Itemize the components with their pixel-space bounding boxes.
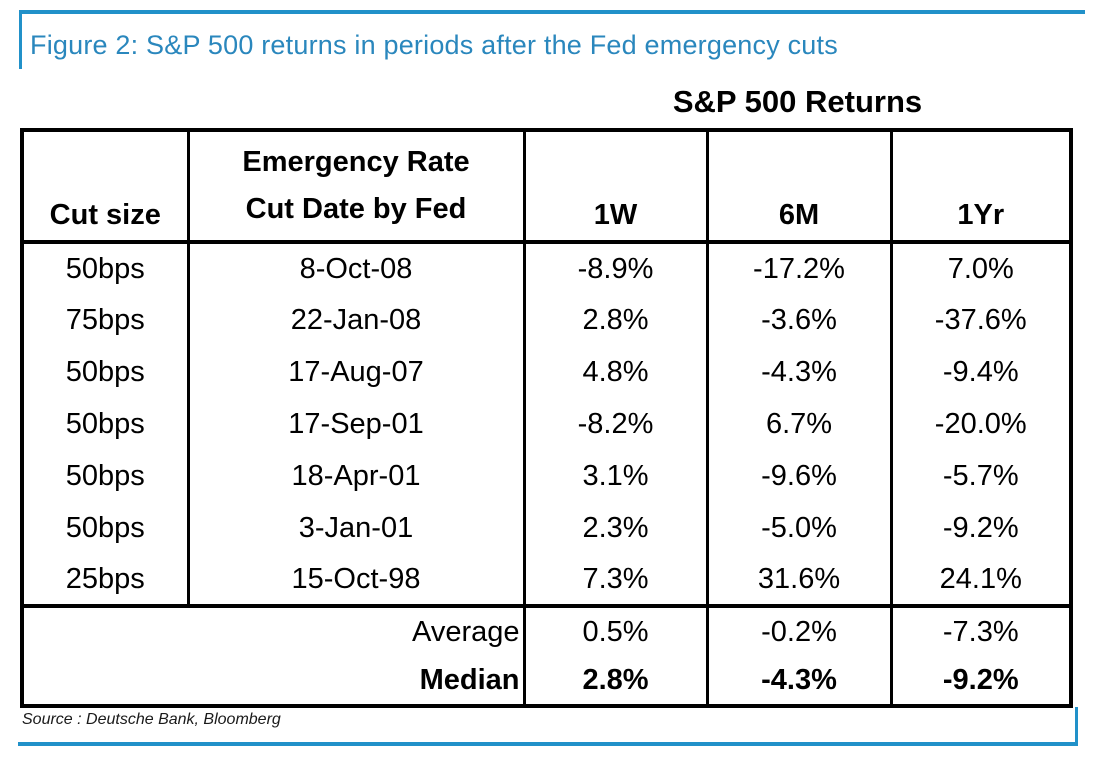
median-6m-cell: -4.3% — [705, 656, 893, 706]
average-1w-cell: 0.5% — [522, 604, 709, 656]
cut-size-cell: 75bps — [20, 294, 190, 346]
cut-date-cell: 17-Sep-01 — [186, 398, 526, 450]
return-1yr-cell: -9.2% — [889, 502, 1073, 554]
return-1w-cell: -8.9% — [522, 242, 709, 294]
header-row: Cut size Emergency Rate Cut Date by Fed … — [20, 130, 1073, 244]
cut-size-cell: 50bps — [20, 502, 190, 554]
col-header-cut-date-line1: Emergency Rate — [242, 146, 470, 179]
return-1w-cell: -8.2% — [522, 398, 709, 450]
cut-date-cell: 15-Oct-98 — [186, 554, 526, 606]
table-header: Cut size Emergency Rate Cut Date by Fed … — [20, 130, 1073, 244]
table-row: 50bps 17-Aug-07 4.8% -4.3% -9.4% — [20, 346, 1073, 398]
table-row: 50bps 17-Sep-01 -8.2% 6.7% -20.0% — [20, 398, 1073, 450]
median-1yr-cell: -9.2% — [889, 656, 1073, 706]
cut-size-cell: 50bps — [20, 346, 190, 398]
cut-size-cell: 50bps — [20, 450, 190, 502]
cut-date-cell: 18-Apr-01 — [186, 450, 526, 502]
average-label-cell: Average — [22, 604, 526, 656]
return-1yr-cell: 7.0% — [889, 242, 1073, 294]
bottom-right-rule-line — [1075, 707, 1078, 746]
cut-date-cell: 3-Jan-01 — [186, 502, 526, 554]
average-6m-cell: -0.2% — [705, 604, 893, 656]
table-body: 50bps 8-Oct-08 -8.9% -17.2% 7.0% 75bps 2… — [20, 242, 1073, 706]
title-left-rule-line — [19, 10, 22, 69]
table-row: 25bps 15-Oct-98 7.3% 31.6% 24.1% — [20, 554, 1073, 606]
table-row: 50bps 18-Apr-01 3.1% -9.6% -5.7% — [20, 450, 1073, 502]
return-1yr-cell: 24.1% — [889, 554, 1073, 606]
return-6m-cell: -5.0% — [705, 502, 893, 554]
col-header-cut-date-line2: Cut Date by Fed — [245, 192, 467, 225]
median-row: Median 2.8% -4.3% -9.2% — [22, 656, 1073, 706]
average-1yr-cell: -7.3% — [889, 604, 1073, 656]
return-1w-cell: 3.1% — [522, 450, 709, 502]
cut-date-cell: 17-Aug-07 — [186, 346, 526, 398]
return-1w-cell: 7.3% — [522, 554, 709, 606]
return-1w-cell: 2.3% — [522, 502, 709, 554]
return-6m-cell: 31.6% — [705, 554, 893, 606]
col-header-cut-size: Cut size — [20, 130, 190, 244]
return-1yr-cell: -5.7% — [889, 450, 1073, 502]
median-label-cell: Median — [22, 656, 526, 706]
figure-title: Figure 2: S&P 500 returns in periods aft… — [30, 30, 838, 60]
return-6m-cell: -17.2% — [705, 242, 893, 294]
bottom-rule-line — [18, 742, 1078, 746]
source-note: Source : Deutsche Bank, Bloomberg — [22, 711, 281, 728]
median-1w-cell: 2.8% — [522, 656, 709, 706]
cut-size-cell: 50bps — [20, 398, 190, 450]
col-header-cut-date: Emergency Rate Cut Date by Fed — [186, 130, 526, 244]
return-1w-cell: 4.8% — [522, 346, 709, 398]
cut-size-cell: 25bps — [20, 554, 190, 606]
cut-date-cell: 8-Oct-08 — [186, 242, 526, 294]
return-1yr-cell: -37.6% — [889, 294, 1073, 346]
col-header-1yr: 1Yr — [889, 130, 1073, 244]
col-header-6m: 6M — [705, 130, 893, 244]
top-rule-line — [19, 10, 1085, 14]
returns-group-header: S&P 500 Returns — [672, 84, 923, 119]
returns-table: Cut size Emergency Rate Cut Date by Fed … — [20, 128, 1073, 708]
return-6m-cell: -4.3% — [705, 346, 893, 398]
return-1yr-cell: -9.4% — [889, 346, 1073, 398]
return-6m-cell: 6.7% — [705, 398, 893, 450]
col-header-1w: 1W — [522, 130, 709, 244]
table-row: 50bps 8-Oct-08 -8.9% -17.2% 7.0% — [20, 242, 1073, 294]
table-row: 75bps 22-Jan-08 2.8% -3.6% -37.6% — [20, 294, 1073, 346]
cut-date-cell: 22-Jan-08 — [186, 294, 526, 346]
return-1w-cell: 2.8% — [522, 294, 709, 346]
average-row: Average 0.5% -0.2% -7.3% — [22, 604, 1073, 656]
return-6m-cell: -3.6% — [705, 294, 893, 346]
return-1yr-cell: -20.0% — [889, 398, 1073, 450]
table-row: 50bps 3-Jan-01 2.3% -5.0% -9.2% — [20, 502, 1073, 554]
return-6m-cell: -9.6% — [705, 450, 893, 502]
cut-size-cell: 50bps — [20, 242, 190, 294]
